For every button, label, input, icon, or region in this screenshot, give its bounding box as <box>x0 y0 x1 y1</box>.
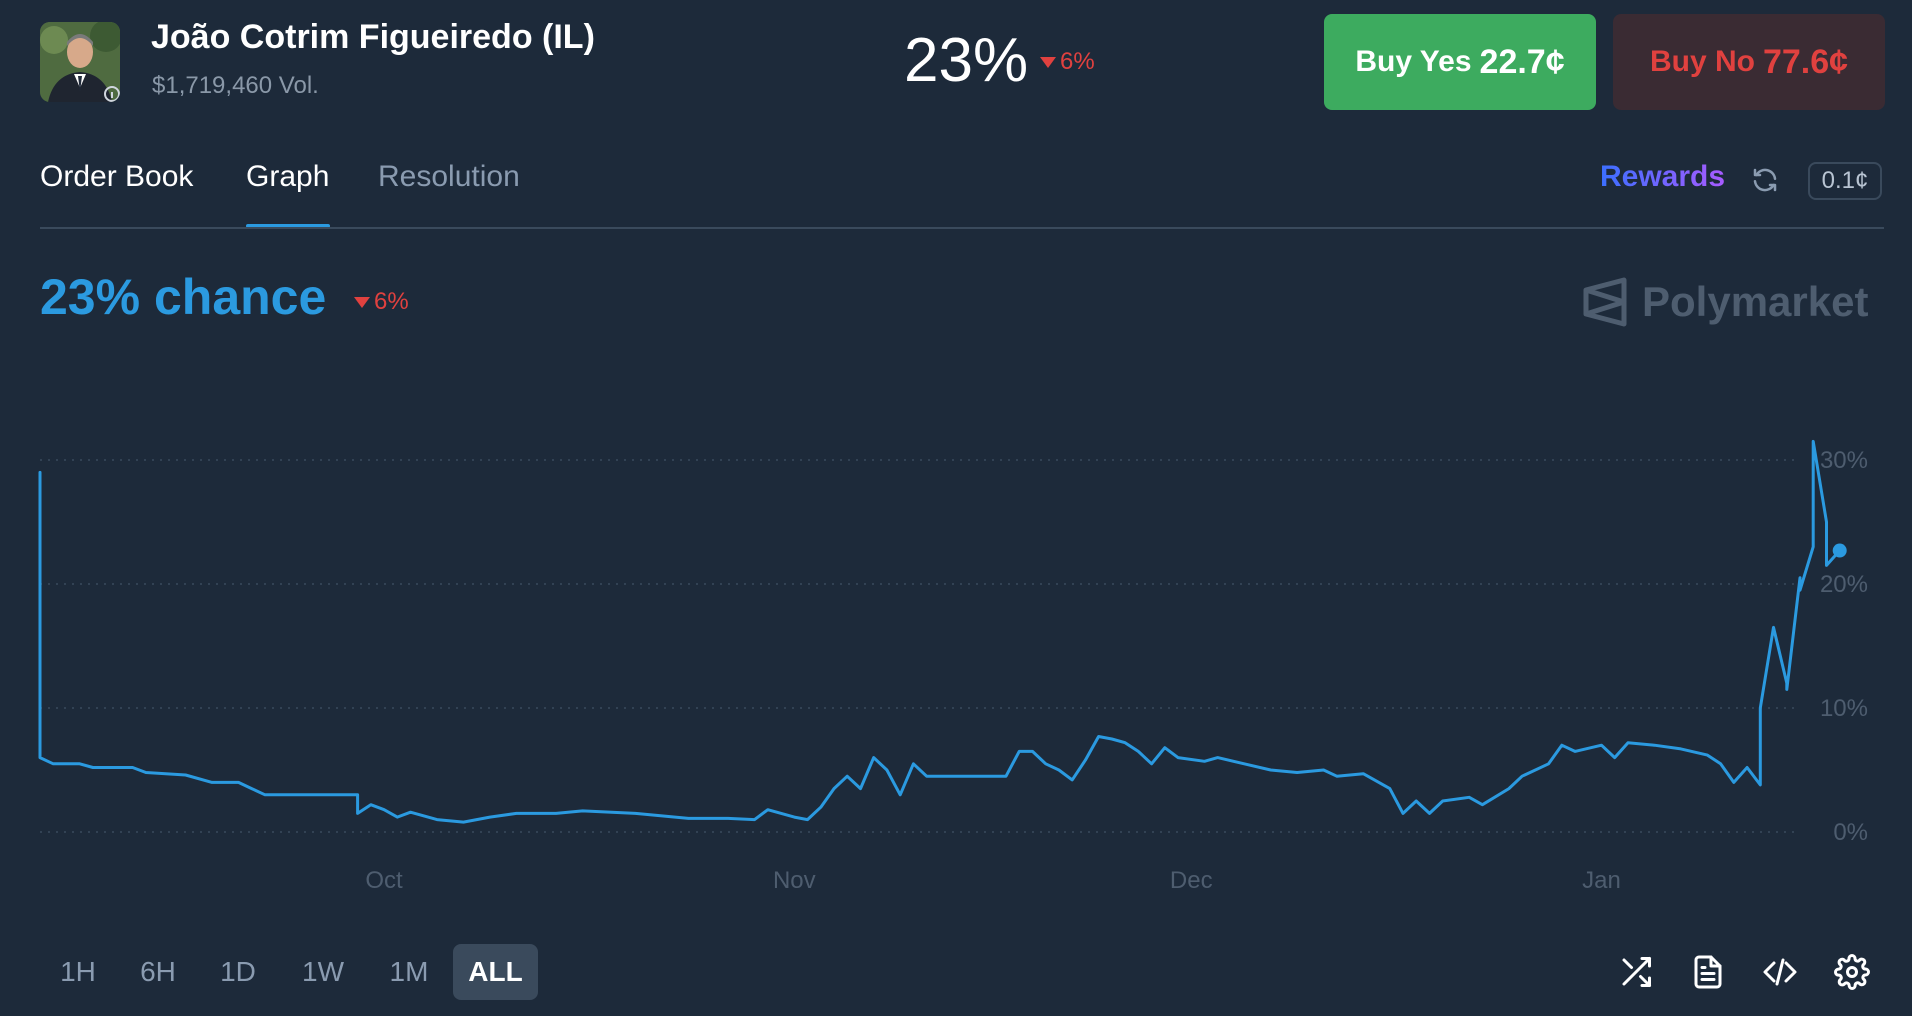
probability-line <box>38 439 1842 824</box>
tab-graph[interactable]: Graph <box>246 160 330 193</box>
y-tick-label: 0% <box>1833 819 1868 846</box>
chance-headline: 23% chance <box>40 269 327 325</box>
tab-order-book[interactable]: Order Book <box>40 160 194 193</box>
header-change-value: 6% <box>1060 48 1095 75</box>
down-arrow-icon <box>1040 56 1056 68</box>
active-tab-indicator <box>246 224 330 228</box>
tab-resolution[interactable]: Resolution <box>378 160 520 193</box>
avatar <box>40 22 120 102</box>
buy-no-label: Buy No <box>1649 45 1755 78</box>
down-arrow-icon <box>354 296 370 308</box>
x-tick-label: Jan <box>1582 867 1621 894</box>
polymarket-logo-icon <box>1583 277 1627 327</box>
current-value-marker <box>1832 543 1847 558</box>
header-change: 6% <box>1040 48 1095 76</box>
code-icon[interactable] <box>1762 954 1798 990</box>
settings-icon[interactable] <box>1834 954 1870 990</box>
tabs-divider <box>40 227 1884 229</box>
chance-change: 6% <box>354 288 409 316</box>
refresh-icon[interactable] <box>1750 165 1780 195</box>
buy-yes-button[interactable]: Buy Yes 22.7¢ <box>1324 14 1596 110</box>
probability-chart[interactable]: 0% 10% 20% 30% Oct Nov Dec Jan <box>0 420 1912 900</box>
document-icon[interactable] <box>1690 954 1726 990</box>
range-1h-button[interactable]: 1H <box>60 956 96 987</box>
y-axis-ticks: 0% 10% 20% 30% <box>1820 447 1868 846</box>
x-tick-label: Oct <box>365 867 403 894</box>
polymarket-wordmark: Polymarket <box>1642 278 1869 325</box>
polymarket-watermark: Polymarket <box>1582 276 1868 328</box>
x-tick-label: Nov <box>773 867 816 894</box>
candidate-photo <box>40 22 120 102</box>
header-probability: 23% <box>904 26 1029 95</box>
y-tick-label: 30% <box>1820 447 1868 474</box>
x-tick-label: Dec <box>1170 867 1213 894</box>
chance-change-value: 6% <box>374 288 409 315</box>
y-tick-label: 10% <box>1820 695 1868 722</box>
range-1d-button[interactable]: 1D <box>220 956 256 987</box>
buy-yes-label: Buy Yes <box>1355 45 1472 78</box>
market-title: João Cotrim Figueiredo (IL) <box>151 18 595 56</box>
buy-no-button[interactable]: Buy No 77.6¢ <box>1613 14 1885 110</box>
range-1w-button[interactable]: 1W <box>302 956 344 987</box>
buy-no-price: 77.6¢ <box>1762 42 1849 81</box>
tick-size-selector[interactable]: 0.1¢ <box>1808 162 1882 200</box>
rewards-link[interactable]: Rewards <box>1600 160 1726 193</box>
shuffle-icon[interactable] <box>1618 954 1654 990</box>
range-6h-button[interactable]: 6H <box>140 956 176 987</box>
chart-grid <box>40 459 1800 833</box>
range-all-button[interactable]: ALL <box>453 944 538 1000</box>
range-1m-button[interactable]: 1M <box>389 956 429 987</box>
market-volume: $1,719,460 Vol. <box>152 72 319 99</box>
buy-yes-price: 22.7¢ <box>1479 42 1565 81</box>
x-axis-ticks: Oct Nov Dec Jan <box>365 867 1620 894</box>
y-tick-label: 20% <box>1820 571 1868 598</box>
